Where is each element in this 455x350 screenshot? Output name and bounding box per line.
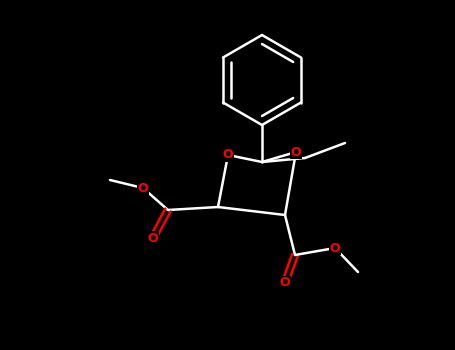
Text: O: O [138,182,148,195]
Text: O: O [148,231,158,245]
Text: O: O [222,148,233,161]
Text: O: O [280,276,290,289]
Text: O: O [330,241,340,254]
Text: O: O [291,146,301,159]
